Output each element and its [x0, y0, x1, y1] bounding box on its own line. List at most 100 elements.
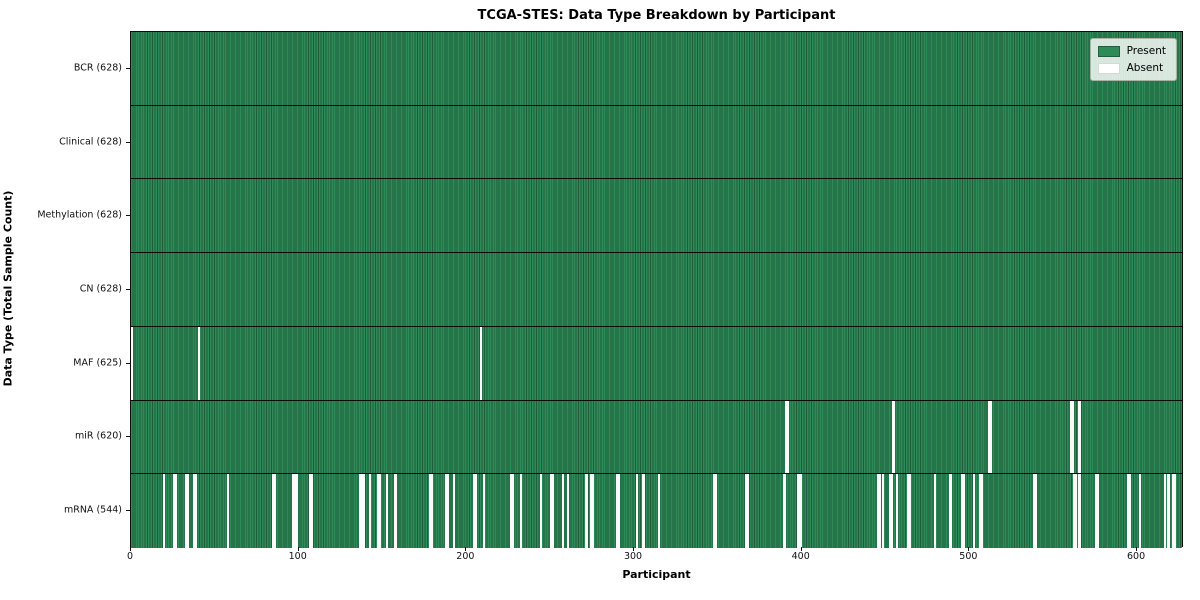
absent-stripe: [520, 474, 523, 548]
absent-stripe: [981, 474, 984, 548]
absent-stripe: [377, 474, 380, 548]
y-tick-mark: [126, 141, 130, 143]
absent-stripe: [979, 474, 982, 548]
absent-stripe: [590, 474, 593, 548]
y-tick-label: MAF (625): [73, 357, 122, 369]
absent-stripe: [511, 474, 514, 548]
absent-stripe: [617, 474, 620, 548]
absent-stripe: [714, 474, 717, 548]
absent-stripe: [295, 474, 298, 548]
absent-stripe: [1172, 474, 1175, 548]
y-tick-label: mRNA (544): [63, 504, 122, 516]
absent-stripe: [162, 474, 166, 548]
absent-stripe: [800, 474, 803, 548]
absent-stripe: [934, 474, 937, 548]
absent-stripe: [446, 474, 449, 548]
legend-label-absent: Absent: [1126, 62, 1164, 74]
absent-stripe: [308, 474, 312, 548]
absent-stripe: [293, 474, 296, 548]
x-tick-label: 100: [288, 551, 307, 562]
absent-stripe: [882, 474, 885, 548]
absent-stripe: [540, 474, 543, 548]
absent-stripe: [1078, 474, 1081, 548]
absent-stripe: [359, 474, 362, 548]
heatmap-row-maf: [131, 326, 1182, 401]
absent-stripe: [186, 474, 189, 548]
absent-stripe: [989, 400, 992, 474]
y-tick-mark: [126, 67, 130, 69]
absent-stripe: [291, 474, 295, 548]
absent-swatch-icon: [1097, 62, 1120, 74]
x-tick-label: 200: [456, 551, 475, 562]
absent-stripe: [1173, 474, 1177, 548]
absent-stripe: [369, 474, 372, 548]
y-tick-label: miR (620): [74, 430, 122, 442]
y-tick-mark: [126, 436, 130, 438]
absent-stripe: [379, 474, 382, 548]
absent-stripe: [635, 474, 638, 548]
absent-stripe: [585, 474, 588, 548]
absent-stripe: [226, 474, 229, 548]
x-tick-mark: [633, 547, 635, 551]
absent-stripe: [907, 474, 910, 548]
absent-stripe: [1138, 474, 1142, 548]
legend-label-present: Present: [1126, 45, 1166, 57]
absent-stripe: [194, 474, 197, 548]
absent-stripe: [452, 474, 456, 548]
y-tick-label: Methylation (628): [37, 209, 122, 221]
absent-stripe: [909, 474, 912, 548]
y-tick-mark: [126, 510, 130, 512]
absent-stripe: [712, 474, 716, 548]
x-tick-mark: [1136, 547, 1138, 551]
absent-stripe: [746, 474, 749, 548]
absent-stripe: [551, 474, 555, 548]
y-tick-mark: [126, 362, 130, 364]
absent-stripe: [892, 400, 895, 474]
absent-stripe: [1071, 400, 1074, 474]
y-tick-mark: [126, 215, 130, 217]
absent-stripe: [987, 400, 991, 474]
absent-stripe: [360, 474, 363, 548]
absent-stripe: [473, 474, 476, 548]
y-tick-label: BCR (628): [73, 62, 122, 74]
absent-stripe: [193, 474, 196, 548]
absent-stripe: [1075, 474, 1078, 548]
x-tick-mark: [800, 547, 802, 551]
heatmap-row-clinical: [131, 105, 1182, 180]
absent-stripe: [1096, 474, 1100, 548]
absent-stripe: [550, 474, 553, 548]
legend-item-absent: Absent: [1097, 62, 1166, 74]
absent-stripe: [1069, 400, 1073, 474]
absent-stripe: [949, 474, 952, 548]
absent-stripe: [796, 474, 799, 548]
legend: Present Absent: [1089, 38, 1177, 81]
absent-stripe: [362, 474, 365, 548]
absent-stripe: [960, 474, 964, 548]
absent-stripe: [744, 474, 747, 548]
plot-area: [130, 31, 1183, 548]
absent-stripe: [657, 474, 660, 548]
x-tick-label: 500: [959, 551, 978, 562]
absent-stripe: [1095, 474, 1098, 548]
heatmap-row-bcr: [131, 32, 1182, 106]
absent-stripe: [509, 474, 513, 548]
heatmap-row-mir: [131, 400, 1182, 475]
absent-stripe: [592, 474, 595, 548]
absent-stripe: [273, 474, 276, 548]
present-swatch-icon: [1097, 45, 1120, 57]
absent-stripe: [172, 474, 176, 548]
x-tick-mark: [968, 547, 970, 551]
absent-stripe: [888, 474, 892, 548]
absent-stripe: [483, 474, 486, 548]
absent-stripe: [566, 474, 570, 548]
chart-title: TCGA-STES: Data Type Breakdown by Partic…: [477, 8, 836, 23]
absent-stripe: [783, 474, 786, 548]
absent-stripe: [1073, 474, 1076, 548]
absent-stripe: [474, 474, 478, 548]
x-tick-label: 300: [623, 551, 643, 562]
absent-stripe: [1034, 474, 1038, 548]
absent-stripe: [1163, 474, 1167, 548]
y-tick-label: CN (628): [79, 283, 122, 295]
absent-stripe: [271, 474, 275, 548]
